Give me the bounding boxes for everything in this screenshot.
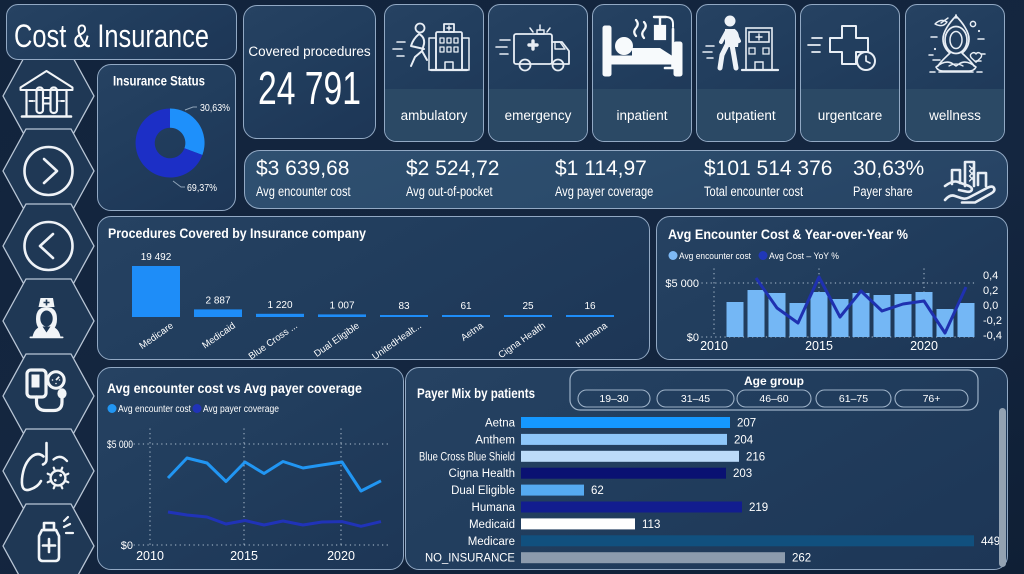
svg-text:61: 61 [460,301,472,312]
svg-text:NO_INSURANCE: NO_INSURANCE [425,553,515,565]
svg-text:31–45: 31–45 [681,393,710,405]
svg-text:$0: $0 [121,540,133,552]
svg-text:46–60: 46–60 [759,393,788,405]
svg-text:83: 83 [398,301,410,312]
svg-text:204: 204 [734,434,754,446]
svg-text:262: 262 [792,553,811,565]
svg-text:25: 25 [522,301,534,312]
svg-text:Avg Encounter Cost & Year-over: Avg Encounter Cost & Year-over-Year % [668,226,908,242]
svg-text:216: 216 [746,451,765,463]
svg-text:Avg encounter cost: Avg encounter cost [679,251,751,262]
svg-text:Anthem: Anthem [475,434,515,446]
svg-text:2010: 2010 [700,339,728,353]
svg-text:Blue Cross Blue Shield: Blue Cross Blue Shield [419,451,515,463]
svg-text:Cigna Health: Cigna Health [449,468,515,480]
svg-text:Medicare: Medicare [468,536,515,548]
svg-text:Procedures Covered by Insuranc: Procedures Covered by Insurance company [108,226,366,241]
svg-text:203: 203 [733,468,752,480]
svg-text:1 220: 1 220 [267,300,292,311]
svg-text:16: 16 [584,301,596,312]
svg-text:2020: 2020 [327,549,355,563]
svg-text:Avg payer coverage: Avg payer coverage [203,404,279,415]
svg-text:0,4: 0,4 [983,270,998,282]
svg-text:Humana: Humana [574,320,610,350]
svg-text:61–75: 61–75 [839,393,868,405]
svg-text:113: 113 [642,519,660,531]
svg-text:449: 449 [981,536,1000,548]
svg-text:Age group: Age group [744,374,804,388]
svg-text:19–30: 19–30 [599,393,628,405]
svg-text:Aetna: Aetna [459,320,486,344]
svg-text:Avg encounter cost: Avg encounter cost [118,404,191,415]
svg-text:2015: 2015 [805,339,833,353]
svg-text:62: 62 [591,485,604,497]
svg-text:Humana: Humana [472,502,516,514]
svg-text:2 887: 2 887 [205,295,230,306]
svg-text:Cost & Insurance: Cost & Insurance [14,18,209,54]
svg-text:69,37%: 69,37% [187,182,217,194]
svg-text:2010: 2010 [136,549,164,563]
svg-text:Medicare: Medicare [137,320,175,351]
svg-text:1 007: 1 007 [329,300,354,311]
svg-text:Dual Eligible: Dual Eligible [312,320,362,359]
svg-text:$0: $0 [687,332,699,344]
svg-text:Avg encounter cost vs Avg paye: Avg encounter cost vs Avg payer coverage [107,381,362,396]
svg-text:0,2: 0,2 [983,285,998,297]
svg-text:Medicaid: Medicaid [200,320,237,351]
svg-text:-0,4: -0,4 [983,330,1002,342]
svg-text:2015: 2015 [230,549,258,563]
svg-text:Payer Mix by patients: Payer Mix by patients [417,386,535,401]
svg-text:30,63%: 30,63% [200,102,230,114]
svg-text:Medicaid: Medicaid [469,519,515,531]
svg-text:UnitedHealt...: UnitedHealt... [370,320,423,360]
svg-text:76+: 76+ [923,393,941,405]
svg-text:Insurance Status: Insurance Status [113,74,205,89]
svg-text:Avg Cost – YoY %: Avg Cost – YoY % [769,251,839,262]
svg-text:Cigna Health: Cigna Health [496,320,547,360]
svg-text:0,0: 0,0 [983,300,998,312]
svg-text:$5 000: $5 000 [665,278,699,290]
svg-text:24 791: 24 791 [258,62,361,112]
svg-text:207: 207 [737,418,756,430]
svg-text:219: 219 [749,502,768,514]
svg-text:2020: 2020 [910,339,938,353]
svg-text:Aetna: Aetna [485,418,516,430]
svg-text:$5 000: $5 000 [107,439,133,451]
svg-text:19 492: 19 492 [141,252,172,263]
svg-text:Blue Cross ...: Blue Cross ... [247,320,300,360]
svg-text:Dual Eligible: Dual Eligible [451,485,515,497]
svg-text:-0,2: -0,2 [983,315,1002,327]
